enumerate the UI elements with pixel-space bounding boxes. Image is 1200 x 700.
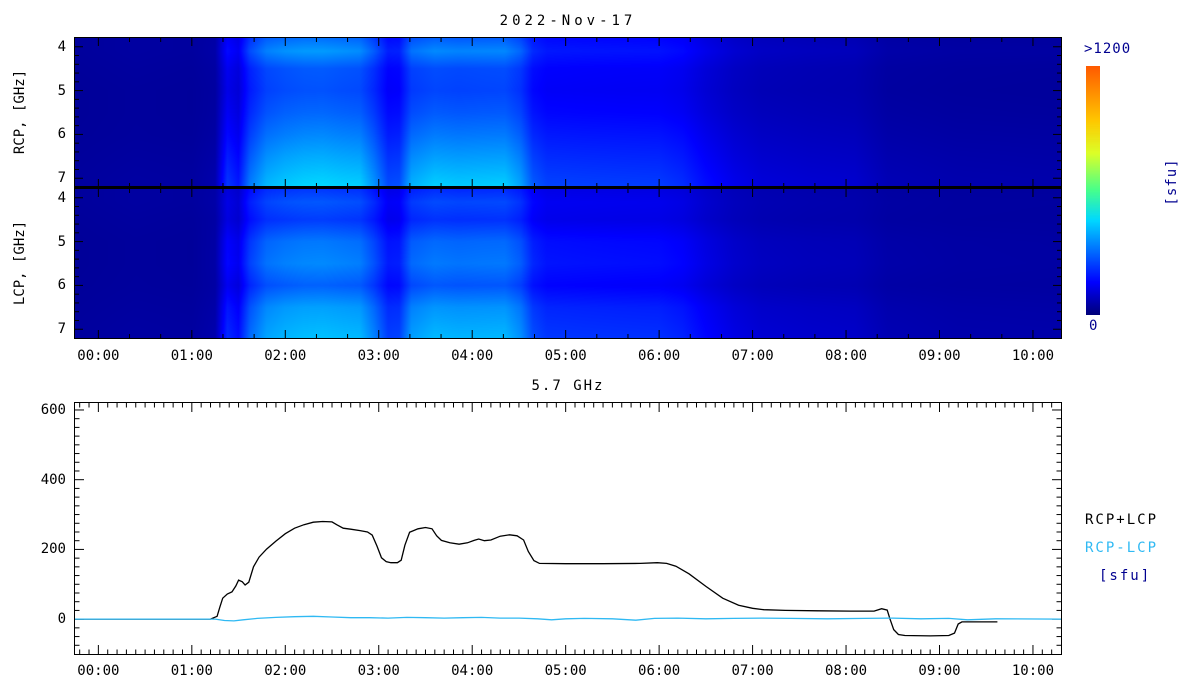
time-tick-label: 02:00	[264, 348, 307, 364]
time-tick-label: 10:00	[1011, 348, 1055, 364]
colorbar-unit-label: [sfu]	[1164, 158, 1180, 206]
rcp-spectrogram-panel	[74, 37, 1062, 188]
time-tick-label: 07:00	[731, 348, 774, 364]
time-tick-label: 06:00	[638, 348, 681, 364]
lcp-spectrogram-panel	[74, 188, 1062, 339]
flux-tick-label: 600	[40, 401, 66, 418]
lcp-axis-label: LCP, [GHz]	[12, 220, 28, 306]
legend-rcp-plus-lcp: RCP+LCP	[1085, 512, 1159, 528]
colorbar-max-label: >1200	[1084, 41, 1132, 57]
legend-unit: [sfu]	[1099, 568, 1152, 584]
time-tick-label: 00:00	[77, 663, 120, 679]
freq-tick-label: 6	[57, 126, 66, 143]
flux-tick-label: 200	[40, 541, 66, 558]
flux-tick-label: 0	[57, 611, 66, 628]
time-tick-label: 09:00	[918, 348, 961, 364]
time-tick-label: 06:00	[638, 663, 681, 679]
time-tick-label: 10:00	[1011, 663, 1055, 679]
rcp-axis-label: RCP, [GHz]	[12, 69, 28, 155]
freq-tick-label: 4	[57, 189, 66, 206]
lcp-heatmap-canvas	[75, 189, 1061, 338]
flux-tick-label: 400	[40, 471, 66, 488]
time-tick-label: 04:00	[451, 663, 494, 679]
lightcurve-title: 5.7 GHz	[531, 378, 605, 394]
time-tick-label: 05:00	[544, 663, 587, 679]
time-tick-label: 05:00	[544, 348, 587, 364]
freq-tick-label: 5	[57, 233, 66, 250]
time-tick-label: 08:00	[824, 663, 868, 679]
panel-divider	[74, 186, 1062, 189]
spectrogram-title: 2022-Nov-17	[499, 13, 637, 29]
time-tick-label: 01:00	[170, 663, 213, 679]
time-tick-label: 07:00	[731, 663, 774, 679]
legend-rcp-minus-lcp: RCP-LCP	[1085, 540, 1159, 556]
colorbar-min-label: 0	[1089, 318, 1099, 334]
lightcurve-panel	[74, 402, 1062, 655]
freq-tick-label: 6	[57, 277, 66, 294]
time-tick-label: 03:00	[357, 348, 400, 364]
time-tick-label: 03:00	[357, 663, 400, 679]
lightcurve-svg	[75, 403, 1061, 654]
time-tick-label: 00:00	[77, 348, 120, 364]
time-tick-label: 04:00	[451, 348, 494, 364]
time-tick-label: 09:00	[918, 663, 961, 679]
series-rcp-lcp	[75, 520, 998, 637]
freq-tick-label: 5	[57, 82, 66, 99]
colorbar	[1086, 66, 1100, 315]
time-tick-label: 01:00	[170, 348, 213, 364]
time-tick-label: 08:00	[824, 348, 868, 364]
rcp-heatmap-canvas	[75, 38, 1061, 187]
freq-tick-label: 7	[57, 321, 66, 338]
time-tick-label: 02:00	[264, 663, 307, 679]
freq-tick-label: 7	[57, 170, 66, 187]
freq-tick-label: 4	[57, 38, 66, 55]
series-rcp-lcp	[75, 615, 1061, 622]
